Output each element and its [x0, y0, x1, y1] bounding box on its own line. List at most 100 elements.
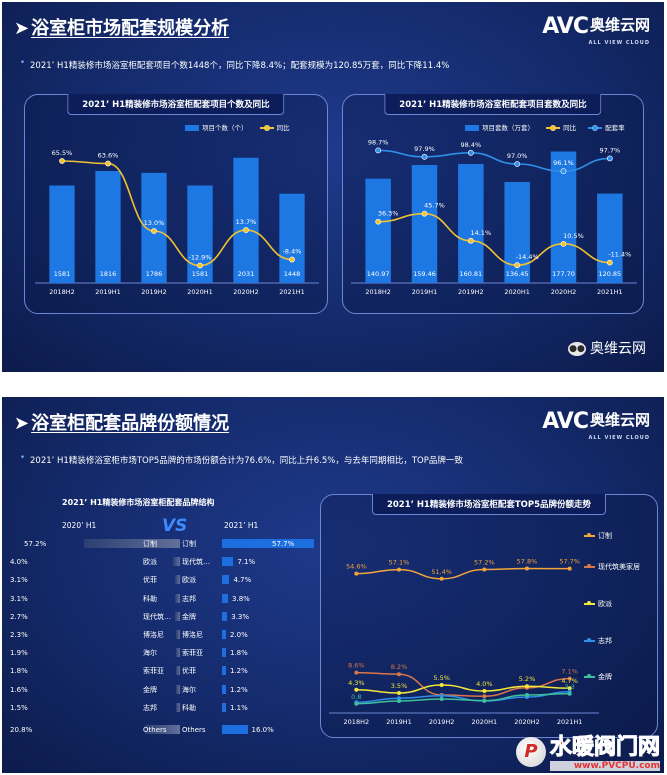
year-left: 2020’ H1 [62, 521, 97, 530]
point-value-label: 14.1% [471, 229, 492, 237]
chart-svg-top5-trend: 2018H2 2019H1 2019H2 2020H1 2020H2 2021H1 54.6… [329, 558, 599, 726]
legend-line-swatch [546, 125, 561, 131]
legend-label: 项目个数（个） [202, 124, 248, 132]
x-tick-label: 2020H1 [187, 288, 213, 296]
point-value-label: 54.6% [346, 563, 367, 571]
point-value-label: 3.5% [391, 682, 408, 690]
brand-row: 20.8% Others Others 16.0% [2, 724, 302, 736]
bar [411, 164, 438, 283]
series-point [151, 228, 157, 234]
slide-title-text: 浴室柜配套品牌份额情况 [31, 413, 230, 434]
value-2021: 1.1% [230, 703, 248, 712]
series-point [59, 158, 65, 164]
bar-2020 [176, 666, 180, 676]
legend-item: 志邦 [584, 637, 648, 646]
point-value-label: -11.4% [608, 251, 631, 259]
bar-2020 [84, 539, 180, 548]
series-point [397, 696, 401, 701]
brand-2021: 欧派 [182, 576, 196, 585]
series-point [467, 149, 474, 156]
brand-2020: 优菲 [143, 576, 157, 585]
series-point [105, 160, 111, 167]
point-value-label: 36.3% [378, 210, 399, 218]
arrow-icon: ➤ [14, 18, 30, 39]
series-point [567, 691, 572, 696]
brand-structure-title: 2021’ H1精装修市场浴室柜配套品牌结构 [62, 498, 215, 507]
series-point [482, 698, 487, 703]
series-line [356, 671, 570, 697]
point-value-label: 8.2% [391, 663, 408, 671]
series-point [421, 153, 428, 160]
legend-bar: 项目套数（万套） [465, 122, 534, 132]
brand-2020: 订制 [143, 540, 157, 548]
bar [95, 171, 121, 283]
series-point [397, 672, 401, 677]
bar-value-label: 140.97 [367, 270, 390, 278]
x-tick-label: 2020H2 [551, 288, 577, 296]
brand-2021: 志邦 [182, 594, 196, 603]
summary-text: 2021’ H1精装修浴室柜市场TOP5品牌的市场份额合计为76.6%，同比上升… [20, 453, 463, 466]
series-point [567, 686, 572, 691]
bar-value-label: 1581 [54, 270, 71, 278]
x-tick-label: 2018H2 [344, 718, 370, 726]
bar-2020 [174, 575, 180, 585]
legend-bar-swatch [185, 125, 199, 131]
series-point [397, 567, 401, 572]
bar-2020 [175, 611, 180, 621]
bar-value-label: 1816 [100, 270, 117, 278]
brand-2021: 订制 [182, 540, 196, 548]
watermark: 水暖阀门网 www.PVCPU.com [549, 729, 661, 771]
bar [365, 178, 391, 283]
series-point [439, 697, 444, 701]
brand-2021: 博洛尼 [182, 631, 203, 639]
chart-svg-unit-count: 140.97 2018H2 159.46 2019H1 160.81 2019H2 136.… [351, 138, 637, 296]
brand-2021: 金牌 [182, 612, 196, 621]
legend-item: 订制 [584, 532, 648, 541]
bar-2021 [222, 725, 248, 734]
logo-cn: 奥维云网 [589, 16, 650, 34]
legend-bar-swatch [465, 125, 479, 131]
logo-avc: AVC [542, 409, 589, 434]
series-point [560, 168, 567, 175]
value-2020: 1.8% [10, 667, 28, 676]
slide-title-text: 浴室柜市场配套规模分析 [31, 18, 230, 39]
series-point [482, 689, 487, 693]
bar-value-label: 136.45 [506, 270, 529, 278]
legend-bar: 项目个数（个） [185, 122, 248, 132]
series-point [567, 566, 572, 571]
brand-2021: 现代筑… [182, 558, 210, 567]
avc-logo: AVC 奥维云网 ALL VIEW CLOUD [542, 409, 650, 441]
brand-row: 1.9% 海尔 索菲亚 1.8% [2, 647, 302, 659]
value-2021: 16.0% [251, 726, 274, 734]
chart-title: 2021’ H1精装修市场浴室柜配套TOP5品牌份额走势 [371, 494, 607, 515]
chart-panel-unit-count: 2021’ H1精装修市场浴室柜配套项目套数及同比 项目套数（万套） 同比 配套… [342, 94, 644, 314]
point-value-label: 4.0% [476, 680, 493, 688]
brand-row: 3.1% 科勒 志邦 3.8% [2, 593, 302, 605]
legend-item: 欧派 [584, 600, 648, 609]
legend-item: 金牌 [584, 673, 648, 682]
brand-row: 57.2% 订制 订制 57.7% [2, 538, 314, 550]
chart-panel-top5-trend: 2021’ H1精装修市场浴室柜配套TOP5品牌份额走势 2018H2 2019H… [320, 494, 658, 738]
series-point [354, 571, 359, 576]
x-tick-label: 2018H2 [49, 288, 75, 296]
series-line [378, 149, 610, 173]
bar-value-label: 160.81 [459, 270, 482, 278]
bar-2021 [222, 702, 226, 712]
brand-row: 3.1% 优菲 欧派 4.7% [2, 574, 302, 586]
watermark-en: www.PVCPU.com [549, 761, 660, 771]
series-line [356, 691, 570, 703]
bar-value-label: 177.70 [552, 270, 575, 278]
bar [458, 164, 484, 283]
x-tick-label: 2020H1 [472, 718, 498, 726]
series-point [482, 567, 487, 572]
series-point [439, 683, 444, 687]
legend-label: 同比 [276, 124, 290, 132]
legend-label: 订制 [598, 532, 612, 540]
point-value-label: 13.7% [236, 218, 257, 226]
legend-line: 同比 [546, 122, 576, 132]
legend-line: 同比 [259, 122, 290, 132]
chart-title: 2021’ H1精装修市场浴室柜配套项目个数及同比 [67, 94, 285, 115]
bar-2020 [176, 630, 180, 639]
logo-en: ALL VIEW CLOUD [588, 435, 650, 441]
bar-value-label: 1786 [146, 270, 163, 278]
